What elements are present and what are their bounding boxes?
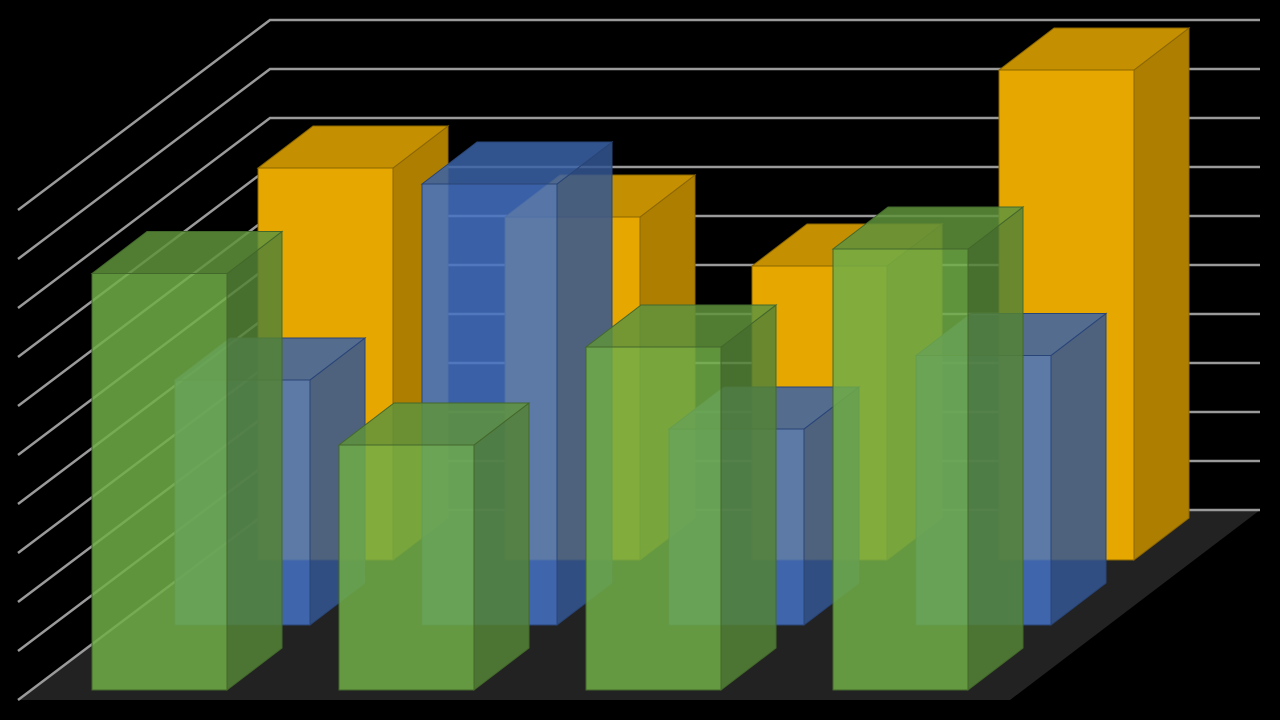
- grid-line: [17, 18, 1260, 211]
- bar: [585, 346, 722, 691]
- bar-side: [226, 230, 283, 692]
- bar: [91, 273, 228, 691]
- bar-side: [1050, 312, 1107, 627]
- grid-line: [17, 116, 1260, 309]
- bar: [338, 444, 475, 691]
- bar-side: [967, 205, 1024, 692]
- grid-line: [17, 67, 1260, 260]
- bar-side: [473, 401, 530, 692]
- bar-side: [720, 303, 777, 692]
- bar: [832, 248, 969, 691]
- bar-side: [1133, 26, 1190, 562]
